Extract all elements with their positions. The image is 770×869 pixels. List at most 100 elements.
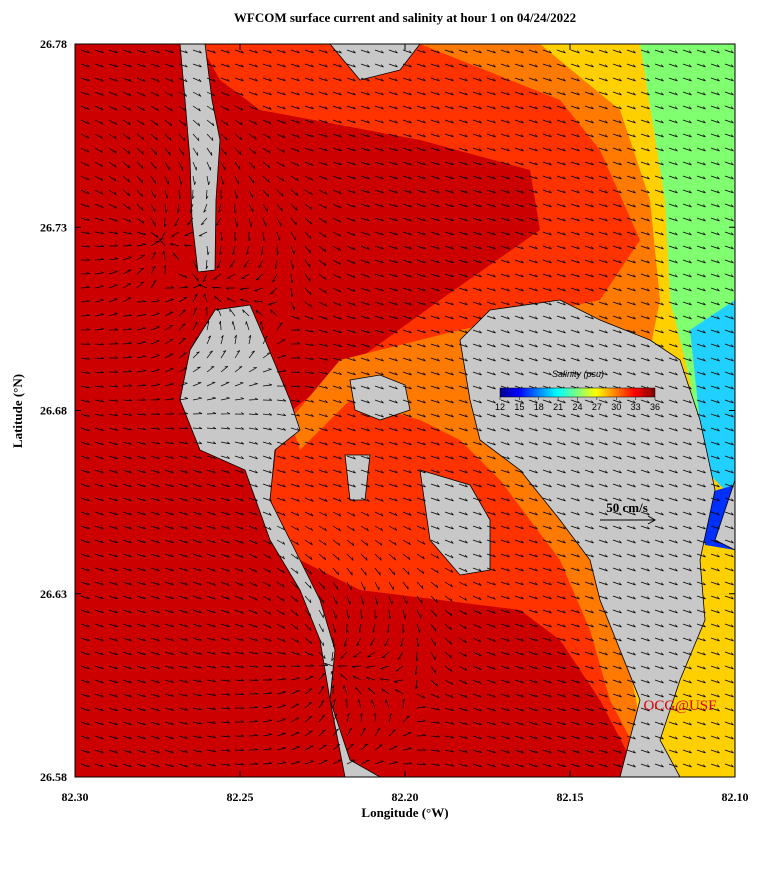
- current-vector: [108, 693, 118, 698]
- current-vector: [94, 595, 104, 600]
- current-vector: [458, 595, 468, 601]
- current-vector: [357, 699, 362, 709]
- current-vector: [542, 301, 552, 306]
- current-vector: [402, 747, 413, 751]
- current-vector: [640, 721, 650, 726]
- current-vector: [262, 231, 266, 242]
- current-vector: [262, 203, 268, 212]
- current-vector: [486, 721, 496, 726]
- current-vector: [170, 242, 180, 247]
- current-vector: [108, 665, 118, 670]
- current-vector: [486, 217, 496, 222]
- current-vector: [164, 651, 174, 656]
- current-vector: [290, 455, 300, 460]
- current-vector: [724, 623, 734, 628]
- current-vector: [612, 259, 622, 264]
- current-vector: [206, 147, 213, 156]
- current-vector: [164, 763, 174, 768]
- current-vector: [192, 411, 203, 415]
- current-vector: [528, 217, 538, 222]
- current-vector: [150, 133, 158, 141]
- current-vector: [472, 203, 482, 208]
- current-vector: [416, 287, 426, 292]
- current-vector: [654, 399, 664, 404]
- current-vector: [248, 105, 258, 111]
- land: [179, 44, 735, 777]
- current-vector: [696, 525, 706, 530]
- current-vector: [682, 77, 692, 82]
- current-vector: [379, 678, 390, 681]
- current-vector: [598, 567, 608, 572]
- current-vector: [710, 329, 720, 334]
- current-vector: [668, 63, 678, 68]
- current-vector: [276, 651, 286, 655]
- current-vector: [570, 763, 580, 768]
- current-vector: [500, 413, 510, 418]
- current-vector: [234, 553, 244, 559]
- current-vector: [248, 91, 258, 96]
- current-vector: [220, 595, 230, 600]
- current-vector: [234, 412, 245, 415]
- current-vector: [290, 385, 301, 388]
- current-vector: [472, 511, 482, 516]
- current-vector: [108, 217, 118, 222]
- current-vector: [150, 383, 161, 387]
- current-vector: [206, 455, 216, 459]
- current-vector: [262, 49, 272, 54]
- current-vector: [556, 455, 566, 460]
- current-vector: [108, 623, 118, 628]
- current-vector: [542, 399, 552, 404]
- current-vector: [318, 567, 326, 575]
- current-vector: [136, 637, 146, 642]
- current-vector: [234, 334, 237, 345]
- current-vector: [584, 273, 594, 278]
- current-vector: [248, 483, 258, 488]
- current-vector: [136, 254, 145, 261]
- current-vector: [472, 119, 482, 124]
- current-vector: [542, 357, 552, 362]
- current-vector: [332, 245, 341, 251]
- current-vector: [276, 245, 280, 256]
- current-vector: [486, 735, 496, 740]
- current-vector: [276, 595, 285, 602]
- current-vector: [94, 483, 104, 488]
- current-vector: [640, 259, 650, 264]
- current-vector: [262, 189, 270, 198]
- current-vector: [150, 105, 159, 112]
- current-vector: [668, 147, 678, 152]
- current-vector: [556, 609, 566, 614]
- current-vector: [444, 301, 454, 306]
- current-vector: [136, 497, 146, 502]
- current-vector: [248, 412, 259, 416]
- current-vector: [556, 273, 566, 278]
- current-vector: [430, 357, 440, 362]
- current-vector: [528, 161, 538, 166]
- current-vector: [668, 609, 678, 614]
- current-vector: [374, 63, 384, 68]
- current-vector: [444, 371, 454, 376]
- current-vector: [80, 271, 91, 275]
- current-vector: [360, 399, 370, 404]
- current-vector: [340, 673, 348, 681]
- current-vector: [164, 525, 174, 530]
- current-vector: [430, 203, 440, 208]
- current-vector: [458, 203, 468, 208]
- current-vector: [220, 483, 230, 488]
- current-vector: [360, 343, 370, 348]
- current-vector: [122, 77, 132, 82]
- current-vector: [136, 161, 144, 169]
- current-vector: [430, 147, 440, 152]
- current-vector: [612, 427, 622, 432]
- current-vector: [430, 595, 438, 603]
- current-vector: [318, 469, 328, 474]
- current-vector: [724, 637, 734, 642]
- current-vector: [640, 609, 650, 614]
- current-vector: [192, 665, 202, 669]
- current-vector: [472, 147, 482, 152]
- current-vector: [122, 175, 130, 183]
- current-vector: [528, 371, 538, 376]
- current-vector: [416, 259, 426, 264]
- current-vector: [416, 133, 426, 138]
- current-vector: [248, 441, 258, 445]
- current-vector: [528, 357, 538, 362]
